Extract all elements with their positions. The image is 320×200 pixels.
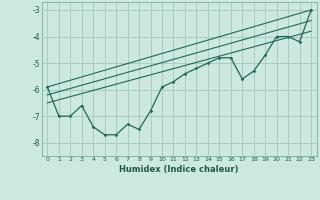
- X-axis label: Humidex (Indice chaleur): Humidex (Indice chaleur): [119, 165, 239, 174]
